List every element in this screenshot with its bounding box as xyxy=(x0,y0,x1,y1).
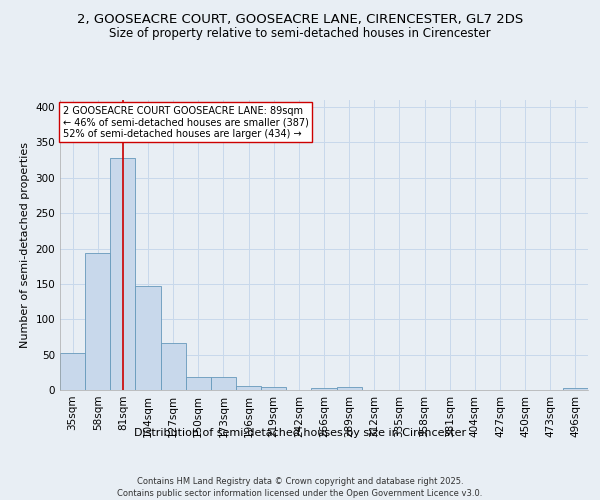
Bar xyxy=(60,352,85,390)
Bar xyxy=(110,158,136,390)
Bar xyxy=(211,378,236,390)
Text: Contains HM Land Registry data © Crown copyright and database right 2025.
Contai: Contains HM Land Registry data © Crown c… xyxy=(118,476,482,498)
Text: Size of property relative to semi-detached houses in Cirencester: Size of property relative to semi-detach… xyxy=(109,28,491,40)
Bar xyxy=(161,342,186,390)
Bar xyxy=(563,388,588,390)
Bar xyxy=(85,254,110,390)
Bar xyxy=(136,286,161,390)
Text: Distribution of semi-detached houses by size in Cirencester: Distribution of semi-detached houses by … xyxy=(134,428,466,438)
Bar xyxy=(261,387,286,390)
Bar xyxy=(337,387,362,390)
Text: 2, GOOSEACRE COURT, GOOSEACRE LANE, CIRENCESTER, GL7 2DS: 2, GOOSEACRE COURT, GOOSEACRE LANE, CIRE… xyxy=(77,12,523,26)
Y-axis label: Number of semi-detached properties: Number of semi-detached properties xyxy=(20,142,30,348)
Bar xyxy=(236,386,261,390)
Bar xyxy=(186,376,211,390)
Text: 2 GOOSEACRE COURT GOOSEACRE LANE: 89sqm
← 46% of semi-detached houses are smalle: 2 GOOSEACRE COURT GOOSEACRE LANE: 89sqm … xyxy=(62,106,308,139)
Bar xyxy=(311,388,337,390)
